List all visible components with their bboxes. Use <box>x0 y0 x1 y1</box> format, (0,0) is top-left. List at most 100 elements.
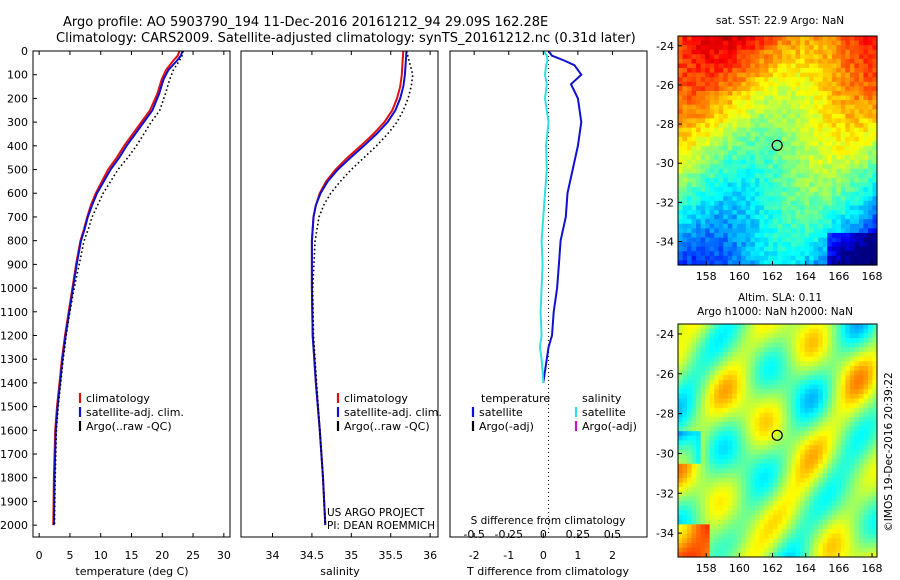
legend-entry: satellite <box>582 406 626 419</box>
heatmap-cell <box>827 459 833 465</box>
heatmap-cell <box>736 524 742 530</box>
heatmap-cell <box>782 547 788 553</box>
heatmap-cell <box>696 113 702 120</box>
heatmap-cell <box>754 45 761 51</box>
heatmap-cell <box>727 538 733 544</box>
heatmap-cell <box>709 389 715 395</box>
heatmap-cell <box>736 118 742 124</box>
heatmap-cell <box>687 177 693 184</box>
heatmap-cell <box>786 68 792 74</box>
heatmap-cell <box>736 529 742 535</box>
heatmap-cell <box>831 68 837 74</box>
heatmap-cell <box>714 40 720 46</box>
heatmap-cell <box>854 200 860 207</box>
heatmap-cell <box>759 459 765 465</box>
heatmap-cell <box>782 477 788 484</box>
heatmap-cell <box>840 232 846 239</box>
heatmap-cell <box>809 223 815 229</box>
heatmap-cell <box>854 251 860 257</box>
heatmap-cell <box>827 81 833 87</box>
heatmap-cell <box>772 543 779 549</box>
heatmap-cell <box>782 361 788 367</box>
heatmap-cell <box>705 552 711 558</box>
heatmap-cell <box>759 491 765 498</box>
heatmap-cell <box>813 127 819 133</box>
heatmap-cell <box>723 219 729 225</box>
heatmap-cell <box>759 150 765 156</box>
heatmap-cell <box>732 347 738 353</box>
heatmap-cell <box>822 251 828 257</box>
heatmap-cell <box>845 72 851 78</box>
heatmap-cell <box>840 81 846 87</box>
heatmap-cell <box>772 515 779 521</box>
heatmap-cell <box>791 449 797 456</box>
heatmap-cell <box>782 533 788 539</box>
heatmap-cell <box>714 342 720 348</box>
heatmap-cell <box>845 205 851 211</box>
heatmap-cell <box>786 421 792 428</box>
heatmap-cell <box>822 426 828 432</box>
heatmap-cell <box>782 77 788 83</box>
heatmap-cell <box>786 196 792 202</box>
heatmap-cell <box>777 150 783 156</box>
heatmap-cell <box>745 417 751 423</box>
heatmap-cell <box>854 45 860 51</box>
heatmap-cell <box>836 379 842 386</box>
heatmap-cell <box>763 482 770 488</box>
heatmap-cell <box>804 127 810 133</box>
heatmap-cell <box>840 141 846 147</box>
heatmap-cell <box>759 132 765 138</box>
heatmap-cell <box>845 150 851 156</box>
heatmap-cell <box>813 237 819 243</box>
heatmap-cell <box>709 196 715 202</box>
heatmap-cell <box>705 445 711 451</box>
heatmap-cell <box>750 333 756 339</box>
heatmap-cell <box>777 342 783 348</box>
heatmap-cell <box>750 365 756 372</box>
heatmap-cell <box>782 543 788 549</box>
heatmap-cell <box>809 242 815 248</box>
heatmap-cell <box>741 90 747 97</box>
heatmap-cell <box>763 384 770 390</box>
heatmap-cell <box>754 393 761 400</box>
heatmap-cell <box>831 361 837 367</box>
heatmap-cell <box>827 145 833 152</box>
heatmap-cell <box>696 173 702 179</box>
heatmap-cell <box>745 519 751 525</box>
heatmap-cell <box>678 543 684 549</box>
heatmap-cell <box>840 63 846 69</box>
heatmap-cell <box>754 123 761 129</box>
heatmap-cell <box>682 482 688 488</box>
heatmap-cell <box>723 77 729 83</box>
heatmap-cell <box>759 477 765 484</box>
heatmap-cell <box>736 168 742 174</box>
heatmap-cell <box>750 426 756 432</box>
heatmap-cell <box>714 398 720 404</box>
heatmap-cell <box>750 191 756 197</box>
heatmap-cell <box>727 435 733 442</box>
heatmap-cell <box>709 251 715 257</box>
heatmap-cell <box>845 100 851 106</box>
heatmap-cell <box>741 100 747 106</box>
heatmap-cell <box>768 482 774 488</box>
heatmap-cell <box>840 223 846 229</box>
heatmap-cell <box>777 356 783 362</box>
salinity-xtick-label: 35.5 <box>378 549 403 562</box>
heatmap-cell <box>772 40 779 46</box>
heatmap-cell <box>818 242 824 248</box>
heatmap-cell <box>745 200 751 207</box>
heatmap-cell <box>813 63 819 69</box>
heatmap-cell <box>723 72 729 78</box>
heatmap-cell <box>809 407 815 414</box>
heatmap-cell <box>723 205 729 211</box>
heatmap-cell <box>714 477 720 484</box>
heatmap-cell <box>840 246 846 252</box>
heatmap-cell <box>696 398 702 404</box>
heatmap-cell <box>718 491 724 498</box>
heatmap-cell <box>718 449 724 456</box>
heatmap-cell <box>682 90 688 97</box>
heatmap-cell <box>754 223 761 229</box>
heatmap-cell <box>718 384 724 390</box>
heatmap-cell <box>777 533 783 539</box>
heatmap-cell <box>723 123 729 129</box>
